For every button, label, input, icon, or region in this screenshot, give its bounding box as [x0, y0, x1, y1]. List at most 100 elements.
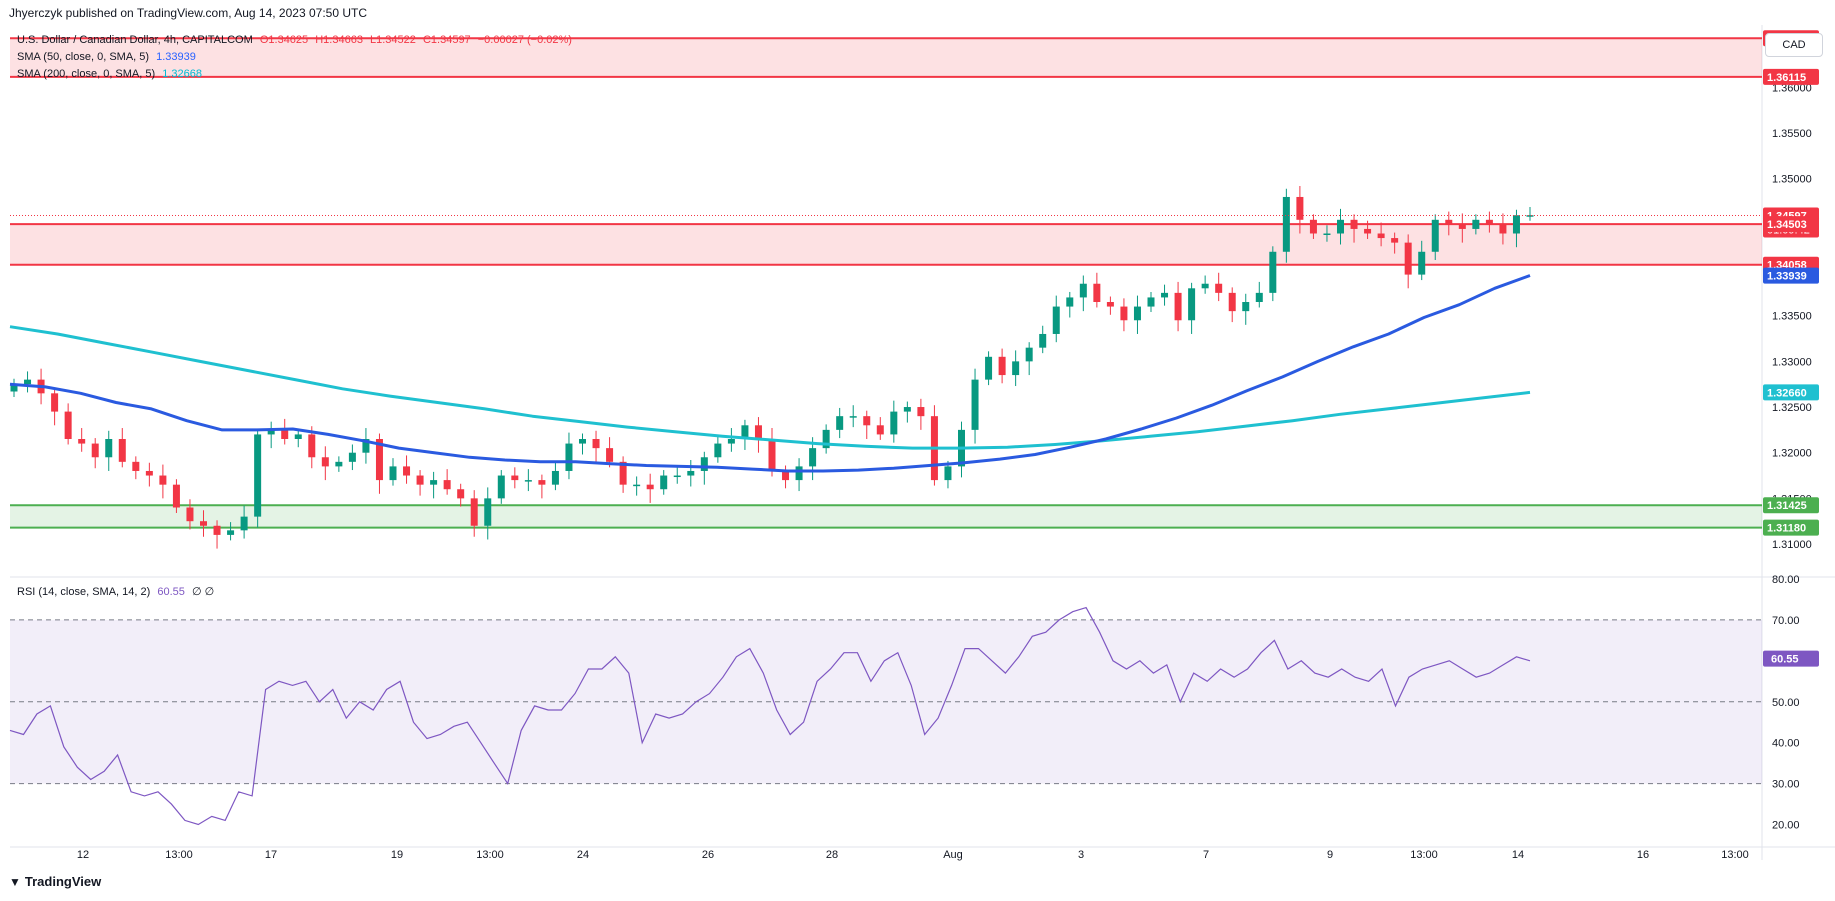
- price-label-text: 1.34503: [1767, 219, 1807, 231]
- time-tick-label: 13:00: [165, 849, 193, 861]
- candle: [321, 446, 329, 481]
- time-tick-label: 26: [702, 849, 714, 861]
- rsi-tick-label: 30.00: [1772, 779, 1800, 791]
- rsi-legend[interactable]: RSI (14, close, SMA, 14, 2) 60.55 ∅ ∅: [17, 585, 218, 598]
- candle: [1174, 281, 1182, 332]
- candle: [1255, 281, 1263, 308]
- candle-body: [538, 480, 546, 485]
- candle-body: [1161, 292, 1169, 298]
- price-label-bg: [1763, 519, 1819, 536]
- candle-body: [1052, 306, 1060, 334]
- candle-body: [646, 484, 654, 490]
- candle: [281, 418, 289, 445]
- support-price-label: 1.31425: [1763, 497, 1819, 514]
- tradingview-logo-text: TradingView: [24, 874, 102, 889]
- candle: [240, 505, 248, 539]
- candle: [1391, 232, 1399, 254]
- candle-body: [1188, 288, 1196, 321]
- candle: [592, 430, 600, 462]
- rsi-value-label: 60.55: [1763, 650, 1819, 667]
- time-tick-label: 3: [1078, 849, 1084, 861]
- candle: [930, 405, 938, 486]
- candle: [1012, 350, 1020, 387]
- published-header: Jhyerczyk published on TradingView.com, …: [9, 6, 367, 20]
- time-tick-label: 28: [826, 849, 838, 861]
- candle-body: [890, 411, 898, 435]
- sma200-legend[interactable]: SMA (200, close, 0, SMA, 5) 1.32668: [17, 68, 206, 80]
- candle-body: [1364, 228, 1372, 234]
- time-tick-label: 13:00: [1721, 849, 1749, 861]
- currency-button[interactable]: CAD: [1765, 33, 1823, 57]
- candle: [1350, 214, 1358, 243]
- candle: [159, 464, 167, 499]
- candle-body: [213, 525, 221, 535]
- candle: [1147, 291, 1155, 313]
- candle: [524, 469, 532, 492]
- candle-body: [741, 425, 749, 439]
- sma50-legend[interactable]: SMA (50, close, 0, SMA, 5) 1.33939: [17, 51, 200, 63]
- candle-body: [1404, 242, 1412, 275]
- ohlc-low: L1.34522: [370, 34, 416, 46]
- candle: [1499, 213, 1507, 245]
- candle: [633, 476, 641, 496]
- candle-body: [1445, 219, 1453, 225]
- candle: [105, 430, 113, 471]
- candle: [172, 479, 180, 513]
- candle: [91, 438, 99, 469]
- candle-body: [105, 439, 113, 458]
- tradingview-logo[interactable]: ▼ TradingView: [9, 874, 101, 889]
- candle-body: [335, 461, 343, 467]
- candle: [619, 456, 627, 493]
- rsi-tick-label: 20.00: [1772, 820, 1800, 832]
- candle-body: [1201, 283, 1209, 289]
- candle-body: [457, 489, 465, 499]
- time-tick-label: 9: [1327, 849, 1333, 861]
- candle-body: [1079, 283, 1087, 298]
- candle: [389, 458, 397, 486]
- candle-body: [754, 425, 762, 439]
- candle-body: [484, 498, 492, 526]
- candle-body: [389, 466, 397, 481]
- candle: [998, 348, 1006, 384]
- candle: [335, 456, 343, 472]
- candle-body: [1499, 224, 1507, 234]
- time-tick-label: 14: [1512, 849, 1524, 861]
- candle-body: [565, 443, 573, 471]
- candle-body: [1093, 283, 1101, 302]
- candle: [1404, 234, 1412, 289]
- candle-body: [281, 429, 289, 439]
- candle: [1201, 275, 1209, 294]
- candle-body: [430, 480, 438, 485]
- candle-body: [416, 475, 424, 485]
- price-tick-label: 1.36000: [1772, 82, 1812, 94]
- candle: [1282, 188, 1290, 263]
- candle: [1133, 295, 1141, 334]
- candle-body: [849, 416, 857, 418]
- sma200-label: SMA (200, close, 0, SMA, 5): [17, 68, 156, 80]
- candle-body: [1377, 233, 1385, 239]
- candle: [1215, 272, 1223, 302]
- time-tick-label: 24: [577, 849, 589, 861]
- candle-body: [254, 434, 262, 517]
- candle-body: [321, 457, 329, 467]
- price-tick-label: 1.32000: [1772, 448, 1812, 460]
- candle-body: [1418, 251, 1426, 275]
- sma50-price-label: 1.33939: [1763, 267, 1819, 284]
- candle: [741, 419, 749, 450]
- candle-body: [1458, 224, 1466, 229]
- price-tick-label: 1.31000: [1772, 539, 1812, 551]
- candle-body: [470, 498, 478, 526]
- candle: [362, 428, 370, 464]
- candle-body: [118, 439, 126, 462]
- candle-body: [1174, 292, 1182, 321]
- candle-body: [1147, 297, 1155, 307]
- candle-body: [1337, 219, 1344, 234]
- candle-body: [240, 516, 248, 531]
- candle: [782, 465, 790, 489]
- price-label-bg: [1763, 267, 1819, 284]
- candle-body: [809, 448, 817, 467]
- candle-body: [172, 484, 180, 508]
- candle-body: [727, 439, 735, 444]
- candle-body: [782, 470, 790, 481]
